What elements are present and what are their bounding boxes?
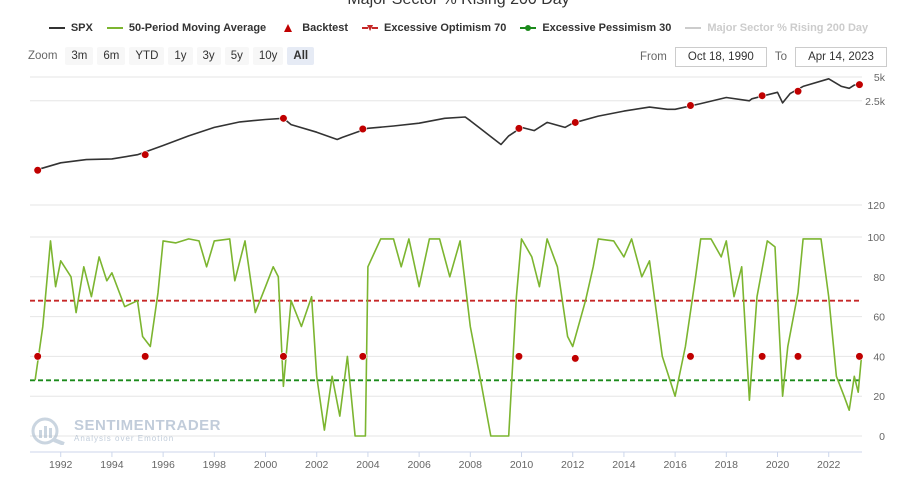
x-tick-label: 2010: [510, 459, 534, 471]
ma-line: [34, 238, 863, 437]
backtest-point-spx: [279, 114, 288, 123]
ma-tick-label: 20: [873, 391, 885, 403]
ma-tick-label: 40: [873, 351, 885, 363]
legend-item-spx[interactable]: SPX: [48, 20, 93, 36]
from-date-input[interactable]: Oct 18, 1990: [674, 47, 767, 67]
x-tick-label: 2022: [817, 459, 841, 471]
zoom-bar: Zoom 3m 6m YTD 1y 3y 5y 10y All: [28, 47, 315, 65]
legend-symbol-icon: [520, 23, 537, 33]
ma-tick-label: 0: [879, 431, 885, 443]
legend-item-backtest[interactable]: Backtest: [280, 20, 348, 36]
x-tick-label: 2018: [715, 459, 739, 471]
zoom-label: Zoom: [28, 50, 58, 62]
spx-tick-label: 120: [867, 200, 885, 212]
legend-label: 50-Period Moving Average: [128, 22, 267, 34]
x-tick-label: 1994: [100, 459, 124, 471]
chart-title: Major Sector % Rising 200 Day: [0, 0, 917, 9]
zoom-button-1y[interactable]: 1y: [168, 47, 193, 65]
watermark-name: SENTIMENTRADER: [74, 416, 222, 434]
backtest-point-ma: [793, 352, 803, 361]
backtest-point-spx: [686, 101, 695, 110]
backtest-point-ma: [514, 352, 524, 361]
ma-tick-label: 100: [867, 232, 885, 244]
legend-label: Major Sector % Rising 200 Day: [707, 22, 869, 34]
x-tick-label: 1996: [151, 459, 175, 471]
to-label: To: [774, 51, 787, 63]
zoom-button-6m[interactable]: 6m: [97, 47, 126, 65]
legend-item-excessive-optimism-70[interactable]: Excessive Optimism 70: [362, 20, 506, 36]
to-date-input[interactable]: Apr 14, 2023: [795, 47, 887, 67]
legend-symbol-icon: [48, 23, 65, 33]
x-tick-label: 2006: [407, 459, 431, 471]
legend-label: Excessive Pessimism 30: [542, 22, 672, 34]
backtest-point-spx: [33, 166, 42, 175]
zoom-button-3m[interactable]: 3m: [65, 47, 94, 65]
zoom-button-10y[interactable]: 10y: [252, 47, 284, 65]
legend-item-excessive-pessimism-30[interactable]: Excessive Pessimism 30: [520, 20, 671, 36]
backtest-point-spx: [855, 80, 864, 89]
watermark-logo-icon: [31, 417, 65, 445]
backtest-point-spx: [793, 87, 803, 96]
backtest-point-spx: [141, 150, 150, 159]
x-tick-label: 2000: [254, 459, 278, 471]
backtest-point-ma: [279, 352, 288, 361]
watermark: SENTIMENTRADER Analysis over Emotion: [30, 415, 221, 445]
spx-line: [34, 78, 862, 172]
zoom-button-all[interactable]: All: [287, 47, 315, 65]
spx-tick-label: 5k: [874, 72, 886, 84]
x-tick-label: 1998: [203, 459, 227, 471]
x-tick-label: 2020: [766, 459, 790, 471]
backtest-point-spx: [571, 118, 580, 127]
backtest-point-ma: [141, 352, 150, 361]
spx-tick-label: 2.5k: [865, 96, 886, 108]
x-tick-label: 2014: [612, 459, 636, 471]
x-tick-label: 2008: [459, 459, 483, 471]
zoom-button-3y[interactable]: 3y: [196, 47, 221, 65]
x-tick-label: 2016: [663, 459, 687, 471]
backtest-point-ma: [758, 352, 767, 361]
legend-symbol-icon: [685, 23, 702, 33]
legend-label: SPX: [70, 22, 93, 34]
legend: SPX 50-Period Moving Average Backtest Exces…: [0, 20, 917, 36]
backtest-point-ma: [33, 352, 42, 361]
legend-symbol-icon: [280, 23, 296, 33]
x-tick-label: 1992: [49, 459, 73, 471]
x-tick-label: 2012: [561, 459, 585, 471]
backtest-point-spx: [514, 124, 524, 133]
legend-label: Backtest: [302, 22, 349, 34]
legend-item-50-period-moving-average[interactable]: 50-Period Moving Average: [106, 20, 267, 36]
backtest-point-ma: [855, 352, 864, 361]
backtest-point-ma: [358, 352, 367, 361]
x-tick-label: 2002: [305, 459, 329, 471]
ma-tick-label: 80: [873, 272, 885, 284]
zoom-button-5y[interactable]: 5y: [224, 47, 249, 65]
from-label: From: [640, 51, 667, 63]
zoom-button-ytd[interactable]: YTD: [129, 47, 165, 65]
ma-tick-label: 60: [873, 312, 885, 324]
watermark-tagline: Analysis over Emotion: [74, 433, 175, 443]
backtest-point-ma: [571, 354, 580, 363]
backtest-point-ma: [686, 352, 695, 361]
legend-label: Excessive Optimism 70: [384, 22, 507, 34]
legend-symbol-icon: [106, 23, 123, 33]
legend-symbol-icon: [362, 23, 379, 33]
backtest-point-spx: [758, 91, 767, 100]
x-tick-label: 2004: [356, 459, 380, 471]
date-range: From Oct 18, 1990 To Apr 14, 2023: [640, 47, 887, 67]
legend-item-major-sector-rising-200-day[interactable]: Major Sector % Rising 200 Day: [685, 20, 868, 36]
backtest-point-spx: [358, 124, 367, 134]
